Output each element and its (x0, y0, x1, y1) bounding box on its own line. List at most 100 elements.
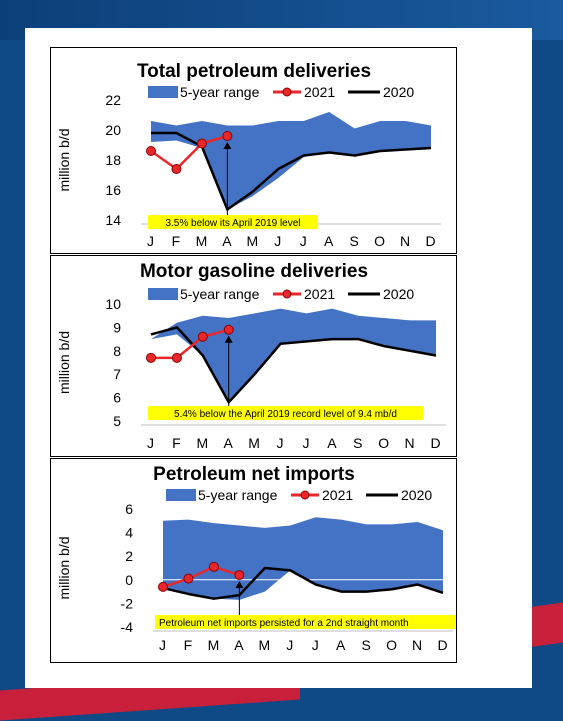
series-2021-line (150, 134, 228, 171)
legend-2021-label: 2021 (304, 286, 335, 302)
legend-2020-label: 2020 (401, 487, 432, 503)
y-tick-label: 7 (113, 366, 121, 382)
x-tick-label: S (361, 637, 371, 653)
series-2020-line (150, 326, 437, 404)
series-2020-line (162, 566, 444, 600)
five-year-range-area (151, 112, 431, 210)
y-tick-label: 22 (105, 92, 121, 108)
x-tick-label: J (147, 233, 155, 249)
x-tick-label: J (286, 637, 294, 653)
y-tick-label: -2 (121, 595, 134, 611)
series-2021-line (162, 565, 240, 589)
x-tick-label: A (224, 435, 234, 451)
x-tick-label: F (184, 637, 194, 653)
legend-2020-label: 2020 (383, 286, 414, 302)
annotation-text: 5.4% below the April 2019 record level o… (174, 409, 397, 420)
x-tick-label: M (196, 233, 209, 249)
x-tick-label: J (302, 435, 310, 451)
x-tick-label: D (430, 435, 441, 451)
five-year-range-area (163, 517, 443, 600)
y-tick-label: 5 (113, 413, 121, 429)
series-2021-point (183, 573, 194, 584)
x-tick-label: O (378, 435, 390, 451)
legend-range-label: 5-year range (198, 487, 278, 503)
x-tick-label: A (222, 233, 232, 249)
annotation-arrow-head (224, 335, 233, 343)
y-tick-label: 16 (105, 182, 121, 198)
y-tick-label: 0 (125, 572, 133, 588)
series-2021-point (234, 570, 245, 581)
legend-2021-marker (282, 289, 292, 299)
x-tick-label: F (172, 435, 182, 451)
x-tick-label: J (159, 637, 167, 653)
annotation-text: 3.5% below its April 2019 level (165, 218, 300, 229)
x-tick-label: F (172, 233, 182, 249)
x-tick-label: M (196, 435, 209, 451)
five-year-range-area (151, 308, 436, 403)
series-2021-point (208, 561, 219, 572)
annotation-arrow-head (235, 581, 244, 589)
chart-title: Motor gasoline deliveries (140, 261, 368, 282)
y-axis-label: million b/d (56, 128, 72, 191)
x-tick-label: N (405, 435, 416, 451)
x-tick-label: M (208, 637, 221, 653)
legend-2020-label: 2020 (383, 84, 414, 100)
x-tick-label: N (400, 233, 411, 249)
annotation-arrow-head (223, 142, 232, 149)
y-tick-label: 9 (113, 319, 121, 335)
x-tick-label: J (274, 233, 282, 249)
legend-range-label: 5-year range (180, 84, 260, 100)
annotation-text: Petroleum net imports persisted for a 2n… (159, 618, 409, 629)
x-tick-label: M (246, 233, 259, 249)
legend-2021-marker (282, 87, 292, 97)
legend-range-swatch (148, 288, 178, 300)
y-axis-label: million b/d (56, 536, 72, 599)
legend-range-swatch (166, 489, 196, 501)
x-tick-label: J (312, 637, 320, 653)
y-tick-label: 10 (105, 296, 121, 312)
x-tick-label: A (234, 637, 244, 653)
x-tick-label: O (386, 637, 398, 653)
x-tick-label: D (437, 637, 448, 653)
x-tick-label: A (327, 435, 337, 451)
annotation-box (155, 615, 456, 629)
x-tick-label: M (248, 435, 261, 451)
x-tick-label: O (374, 233, 386, 249)
y-axis-label: million b/d (56, 331, 72, 394)
y-tick-label: 2 (125, 548, 133, 564)
legend-2021-label: 2021 (304, 84, 335, 100)
y-tick-label: 18 (105, 152, 121, 168)
chart-title: Total petroleum deliveries (137, 61, 371, 82)
series-2021-point (223, 324, 234, 335)
x-tick-label: J (300, 233, 308, 249)
panel-total-petroleum: Total petroleum deliveries 5-year range 20… (50, 47, 457, 254)
y-tick-label: 4 (125, 525, 133, 541)
panel-motor-gasoline: Motor gasoline deliveries 5-year range 202… (50, 255, 457, 457)
x-tick-label: D (425, 233, 436, 249)
x-tick-label: M (258, 637, 271, 653)
series-2021-point (146, 352, 156, 363)
series-2021-point (197, 331, 208, 342)
x-tick-label: A (324, 233, 334, 249)
chart-motor-gasoline: Motor gasoline deliveries 5-year range 202… (56, 261, 446, 451)
x-tick-label: J (147, 435, 155, 451)
y-tick-label: 6 (125, 501, 133, 517)
annotation-box (148, 406, 423, 420)
series-2021-point (158, 581, 168, 592)
chart-title: Petroleum net imports (153, 464, 355, 485)
y-tick-label: -4 (121, 619, 134, 635)
y-tick-label: 14 (105, 212, 121, 228)
legend-2021-marker (300, 490, 310, 500)
x-tick-label: S (349, 233, 359, 249)
x-tick-label: S (353, 435, 363, 451)
legend-range-label: 5-year range (180, 286, 260, 302)
x-tick-label: J (277, 435, 285, 451)
series-2021-point (222, 131, 233, 141)
y-tick-label: 8 (113, 343, 121, 359)
series-2021-point (146, 146, 156, 156)
x-tick-label: N (412, 637, 423, 653)
x-tick-label: A (336, 637, 346, 653)
series-2021-point (171, 164, 182, 174)
panel-net-imports: Petroleum net imports 5-year range 2021 202… (50, 458, 457, 663)
